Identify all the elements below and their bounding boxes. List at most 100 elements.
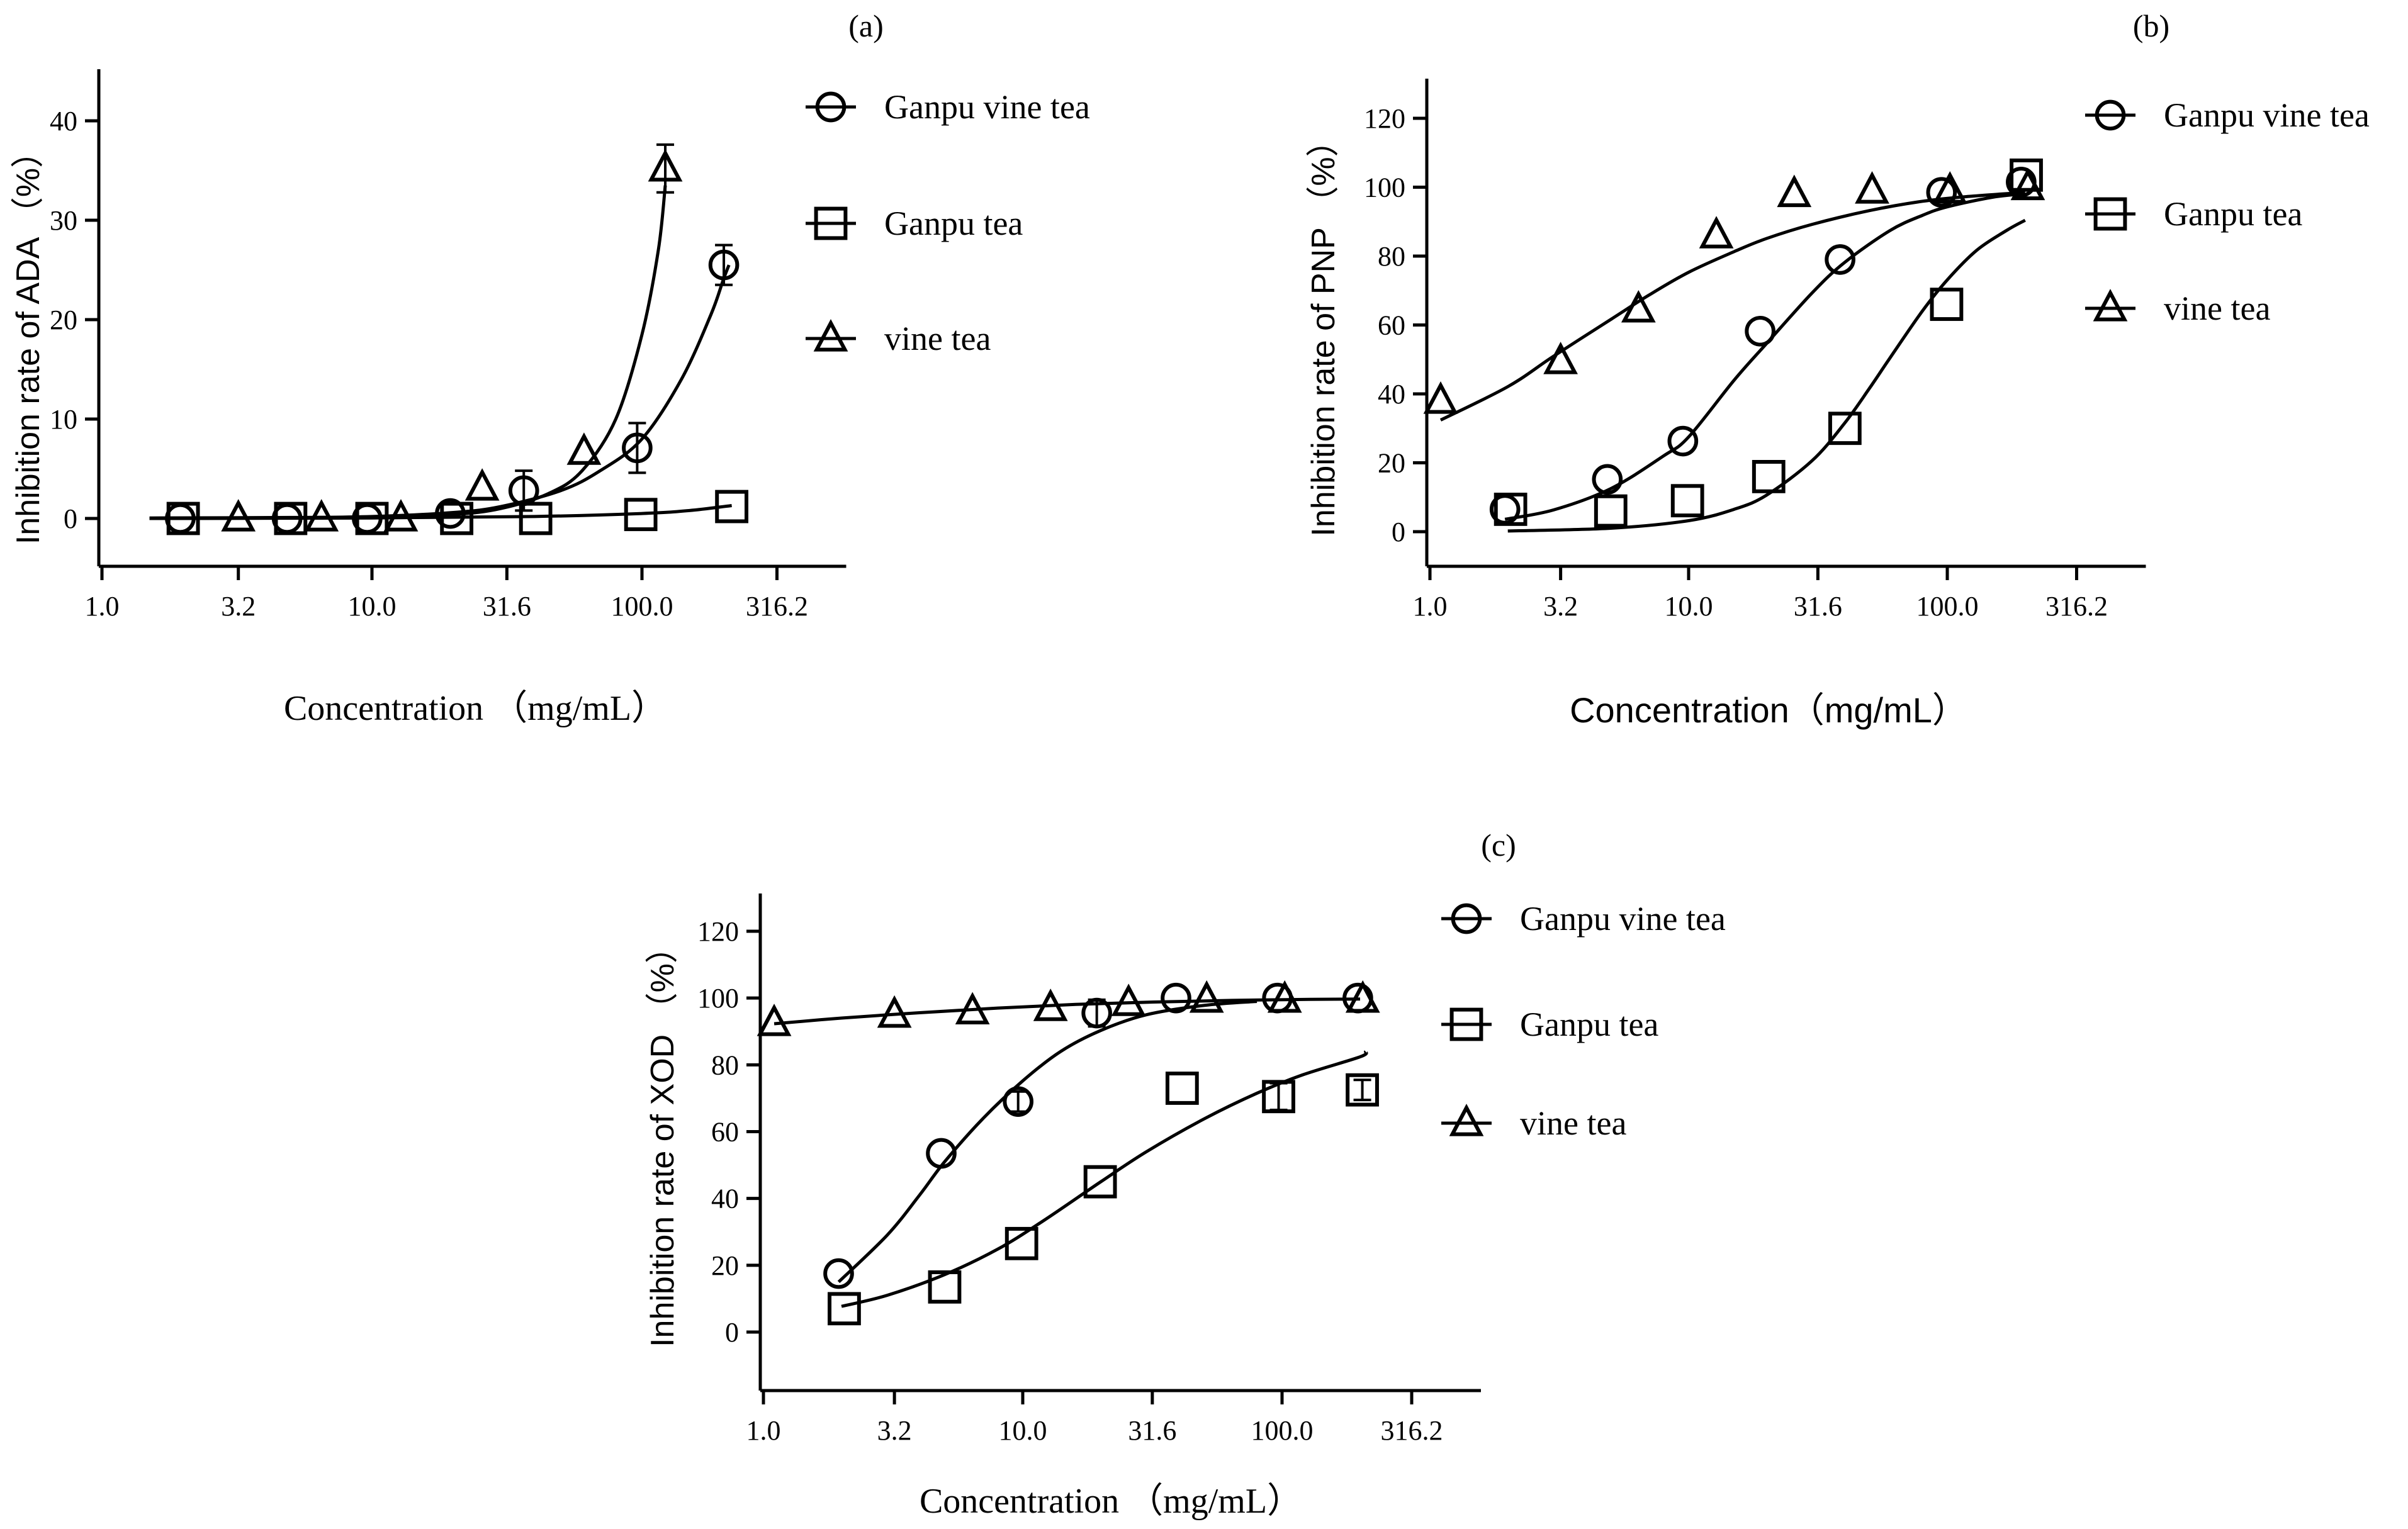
data-point-triangle	[1111, 983, 1146, 1016]
panel-c-x-axis-title: Concentration （mg/mL）	[920, 1482, 1302, 1521]
x-tick-label: 31.6	[1128, 1415, 1176, 1446]
data-point-square	[440, 501, 474, 535]
x-tick-label: 100.0	[1251, 1415, 1314, 1446]
data-point-triangle	[1932, 171, 1967, 204]
legend-entry-circle: Ganpu vine tea	[806, 88, 1090, 126]
data-point-circle	[926, 1138, 957, 1169]
data-point-circle	[1667, 425, 1699, 457]
legend-marker-square	[814, 206, 848, 240]
data-point-triangle	[2010, 167, 2045, 201]
y-tick-label: 10	[50, 404, 77, 435]
legend-entry-square: Ganpu tea	[2085, 195, 2302, 233]
data-point-square	[1346, 1073, 1379, 1107]
legend-label: vine tea	[884, 320, 991, 357]
data-point-square	[519, 501, 553, 535]
x-tick-label: 1.0	[1413, 591, 1448, 622]
panel-a-data-markers	[165, 143, 749, 535]
legend-label: Ganpu tea	[1520, 1005, 1658, 1043]
x-tick-label: 10.0	[1665, 591, 1713, 622]
data-point-square	[166, 501, 200, 535]
legend-marker-circle	[1451, 903, 1482, 934]
legend-entry-triangle: vine tea	[806, 319, 991, 357]
data-point-circle	[622, 432, 653, 464]
x-tick-label: 316.2	[746, 591, 808, 622]
data-point-circle	[1926, 177, 1957, 208]
fit-curve-square	[1507, 218, 2026, 533]
panel-b-legend: Ganpu vine tea Ganpu tea vine tea	[2085, 96, 2370, 327]
fit-curve-circle	[1504, 192, 2025, 521]
fit-curve-triangle	[1439, 191, 2025, 422]
legend-marker-square	[1449, 1007, 1483, 1041]
data-point-square	[2010, 158, 2043, 192]
legend-entry-triangle: vine tea	[2085, 289, 2270, 327]
y-tick-label: 20	[711, 1250, 739, 1281]
data-point-circle	[823, 1258, 854, 1289]
data-point-triangle	[221, 499, 256, 532]
y-tick-label: 60	[1378, 310, 1405, 341]
legend-entry-square: Ganpu tea	[1441, 1005, 1658, 1043]
fit-curve-square	[841, 1050, 1368, 1308]
y-tick-label: 0	[64, 503, 77, 534]
data-point-square	[715, 490, 749, 524]
panel-b-chart: (b) 1.0 3.2 10.0 31.6 100.0 316.2 0 20 40 60 80 10…	[1305, 8, 2370, 730]
y-tick-label: 20	[1378, 448, 1405, 479]
data-point-square	[1262, 1080, 1295, 1114]
data-point-square	[1670, 484, 1704, 518]
panel-c-chart: (c) 1.0 3.2 10.0 31.6 100.0 316.2 0 20 40 60 80 10…	[644, 827, 1726, 1521]
y-tick-label: 120	[697, 916, 739, 947]
legend-marker-circle	[815, 91, 847, 123]
data-point-square	[355, 501, 389, 535]
data-point-square	[1594, 494, 1628, 528]
legend-entry-circle: Ganpu vine tea	[1441, 900, 1726, 938]
x-tick-label: 10.0	[348, 591, 397, 622]
data-point-triangle	[648, 148, 683, 182]
legend-entry-circle: Ganpu vine tea	[2085, 96, 2370, 134]
data-point-triangle	[1543, 342, 1578, 374]
data-point-square	[1165, 1072, 1199, 1105]
data-point-square	[624, 498, 658, 532]
data-point-triangle	[1345, 980, 1380, 1013]
data-point-circle	[1592, 464, 1623, 495]
data-point-square	[828, 1292, 861, 1326]
legend-marker-circle	[2095, 99, 2126, 131]
y-tick-label: 80	[711, 1050, 739, 1080]
panel-a-fit-curves	[149, 185, 732, 520]
data-point-triangle	[1777, 174, 1812, 208]
panel-a-x-axis-title: Concentration （mg/mL）	[284, 689, 667, 728]
x-tick-label: 100.0	[1916, 591, 1979, 622]
panel-b-x-axis-title: Concentration（mg/mL）	[1570, 690, 1967, 730]
data-point-circle	[1081, 997, 1112, 1029]
data-point-square	[928, 1270, 962, 1304]
x-tick-label: 3.2	[221, 591, 256, 622]
panel-c-legend: Ganpu vine tea Ganpu tea vine tea	[1441, 900, 1726, 1142]
data-point-circle	[435, 498, 466, 529]
data-point-triangle	[1855, 171, 1889, 204]
data-point-triangle	[1621, 289, 1656, 323]
data-point-circle	[1161, 982, 1191, 1014]
panel-b-axes	[1425, 79, 2146, 568]
x-tick-label: 316.2	[1380, 1415, 1443, 1446]
data-point-circle	[708, 249, 740, 281]
legend-entry-square: Ganpu tea	[806, 204, 1023, 242]
data-point-triangle	[1189, 980, 1224, 1013]
panel-c-y-ticks: 0 20 40 60 80 100 120	[697, 916, 760, 1348]
panel-c-x-ticks: 1.0 3.2 10.0 31.6 100.0 316.2	[746, 1391, 1443, 1446]
panel-a-axes	[97, 69, 847, 568]
fit-curve-circle	[149, 264, 731, 520]
y-tick-label: 40	[1378, 379, 1405, 410]
legend-marker-square	[2093, 197, 2127, 231]
panel-b-fit-curves	[1439, 191, 2026, 533]
panel-b-label: (b)	[2133, 8, 2169, 43]
panel-a-label: (a)	[848, 8, 884, 43]
x-tick-label: 3.2	[877, 1415, 912, 1446]
data-point-triangle	[757, 1004, 792, 1036]
data-point-triangle	[1033, 989, 1068, 1021]
panel-b-y-ticks: 0 20 40 60 80 100 120	[1364, 103, 1427, 547]
panel-c-y-axis-title: Inhibition rate of XOD （%）	[644, 931, 681, 1347]
y-tick-label: 80	[1378, 241, 1405, 272]
data-point-square	[1752, 460, 1786, 493]
legend-marker-triangle	[1449, 1104, 1484, 1136]
y-tick-label: 0	[1392, 517, 1405, 547]
panel-c-fit-curves	[774, 997, 1368, 1308]
